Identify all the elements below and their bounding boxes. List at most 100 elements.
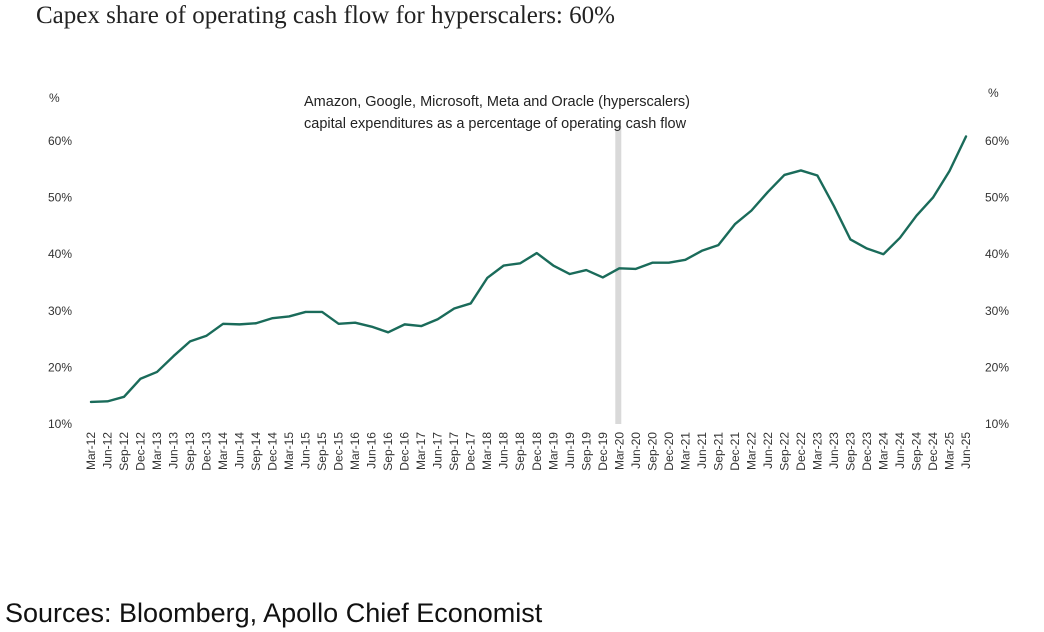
x-tick-label: Dec-14: [266, 432, 280, 471]
y-tick-label-left: 40%: [48, 247, 72, 261]
x-tick-label: Sep-19: [579, 432, 593, 471]
data-point: [222, 323, 224, 325]
series-line: [89, 135, 968, 404]
x-tick-label: Jun-24: [893, 432, 907, 469]
x-tick-label: Jun-12: [101, 432, 115, 469]
data-point: [205, 335, 207, 337]
x-tick-label: Jun-21: [695, 432, 709, 469]
x-tick-label: Mar-19: [546, 432, 560, 470]
data-point: [403, 323, 405, 325]
x-tick-label: Sep-17: [447, 432, 461, 471]
data-point: [536, 252, 538, 254]
x-tick-label: Sep-14: [249, 432, 263, 471]
data-point: [585, 269, 587, 271]
data-point: [734, 223, 736, 225]
annotation-line-1: Amazon, Google, Microsoft, Meta and Orac…: [304, 94, 690, 110]
x-tick-label: Dec-20: [662, 432, 676, 471]
x-tick-label: Sep-16: [381, 432, 395, 471]
data-point: [420, 325, 422, 327]
x-tick-label: Dec-24: [926, 432, 940, 471]
x-tick-label: Mar-13: [150, 432, 164, 470]
marker-band-rect: [615, 126, 622, 424]
data-point: [651, 261, 653, 263]
x-tick-label: Dec-17: [464, 432, 478, 471]
data-point: [635, 268, 637, 270]
data-point: [354, 321, 356, 323]
data-point: [519, 262, 521, 264]
y-axis-right: 10% 20% 30% 40% 50% 60%: [985, 134, 1009, 431]
x-tick-label: Dec-23: [860, 432, 874, 471]
y-tick-label-left: 30%: [48, 304, 72, 318]
data-point: [849, 238, 851, 240]
x-tick-label: Mar-18: [480, 432, 494, 470]
x-tick-label: Jun-19: [563, 432, 577, 469]
x-tick-label: Sep-21: [711, 432, 725, 471]
data-point: [271, 317, 273, 319]
data-point: [816, 174, 818, 176]
data-point: [882, 253, 884, 255]
x-tick-label: Sep-22: [777, 432, 791, 471]
data-point: [288, 315, 290, 317]
x-tick-label: Jun-17: [431, 432, 445, 469]
data-point: [800, 169, 802, 171]
x-tick-label: Jun-15: [299, 432, 313, 469]
data-point: [618, 267, 620, 269]
x-tick-label: Mar-24: [876, 432, 890, 470]
data-point: [453, 307, 455, 309]
data-point: [304, 311, 306, 313]
x-tick-label: Jun-20: [629, 432, 643, 469]
data-point: [965, 135, 967, 137]
data-point: [899, 237, 901, 239]
y-tick-label-left: 50%: [48, 191, 72, 205]
data-point: [866, 247, 868, 249]
y-tick-label-right: 20%: [985, 360, 1009, 374]
y-axis-left: 10% 20% 30% 40% 50% 60%: [48, 134, 72, 431]
data-point: [668, 261, 670, 263]
data-point: [255, 322, 257, 324]
x-tick-label: Sep-23: [843, 432, 857, 471]
data-point: [948, 170, 950, 172]
data-point: [701, 250, 703, 252]
left-unit-label: %: [49, 91, 60, 105]
data-point: [552, 264, 554, 266]
x-tick-label: Jun-14: [233, 432, 247, 469]
data-point: [470, 302, 472, 304]
x-tick-label: Dec-12: [134, 432, 148, 471]
annotation-line-2: capital expenditures as a percentage of …: [304, 116, 687, 132]
x-tick-label: Sep-20: [645, 432, 659, 471]
x-tick-label: Dec-22: [794, 432, 808, 471]
x-tick-label: Jun-18: [497, 432, 511, 469]
data-point: [106, 400, 108, 402]
x-tick-label: Dec-15: [332, 432, 346, 471]
x-tick-label: Sep-15: [315, 432, 329, 471]
data-point: [783, 174, 785, 176]
x-tick-label: Sep-18: [513, 432, 527, 471]
data-point: [139, 378, 141, 380]
y-tick-label-right: 10%: [985, 417, 1009, 431]
x-tick-label: Mar-22: [744, 432, 758, 470]
y-tick-label-left: 10%: [48, 417, 72, 431]
x-tick-label: Sep-12: [117, 432, 131, 471]
y-tick-label-right: 40%: [985, 247, 1009, 261]
x-tick-label: Mar-17: [414, 432, 428, 470]
data-point: [90, 401, 92, 403]
data-point: [156, 371, 158, 373]
data-point: [684, 259, 686, 261]
marker-band: [615, 126, 622, 424]
right-unit-label: %: [988, 86, 999, 100]
x-tick-label: Sep-24: [909, 432, 923, 471]
data-point: [833, 205, 835, 207]
x-tick-label: Mar-15: [282, 432, 296, 470]
source-note: Sources: Bloomberg, Apollo Chief Economi…: [5, 598, 543, 628]
x-tick-label: Mar-23: [810, 432, 824, 470]
chart-title: Capex share of operating cash flow for h…: [36, 2, 615, 29]
x-tick-label: Mar-16: [348, 432, 362, 470]
data-point: [172, 355, 174, 357]
x-tick-label: Mar-21: [678, 432, 692, 470]
x-tick-label: Jun-13: [167, 432, 181, 469]
x-tick-label: Dec-19: [596, 432, 610, 471]
data-point: [436, 318, 438, 320]
x-tick-label: Dec-13: [200, 432, 214, 471]
data-point: [915, 215, 917, 217]
data-point: [569, 273, 571, 275]
